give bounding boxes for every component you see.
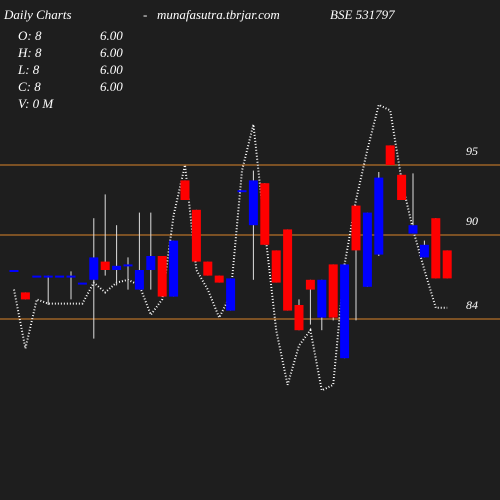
candle-body xyxy=(100,261,110,270)
y-tick-label: 84 xyxy=(466,298,478,312)
candle-body xyxy=(385,145,395,165)
candle-body xyxy=(157,256,167,297)
candle-body xyxy=(351,205,361,251)
candle-body xyxy=(237,190,247,193)
candle-body xyxy=(9,270,19,272)
candle-body xyxy=(294,305,304,331)
candle-body xyxy=(271,250,281,283)
info-text: 6.00 xyxy=(100,28,123,43)
chart-title: Daily Charts xyxy=(3,7,72,22)
candle-body xyxy=(374,177,384,255)
candle-body xyxy=(248,180,258,226)
candle-body xyxy=(89,257,99,280)
candle-body xyxy=(226,278,236,311)
info-text: C: 8 xyxy=(18,79,41,94)
candle-body xyxy=(169,240,179,297)
candle-body xyxy=(408,225,418,234)
candle-body xyxy=(20,292,30,300)
info-text: 6.00 xyxy=(100,62,123,77)
candle-body xyxy=(146,256,156,270)
chart-title: munafasutra.tbrjar.com xyxy=(157,7,280,22)
candle-body xyxy=(180,180,190,200)
candle-body xyxy=(328,264,338,318)
info-text: 6.00 xyxy=(100,45,123,60)
chart-title: BSE 531797 xyxy=(330,7,395,22)
candle-body xyxy=(419,244,429,258)
candle-body xyxy=(214,275,224,283)
info-text: V: 0 M xyxy=(18,96,54,111)
candle-body xyxy=(112,265,122,270)
candle-body xyxy=(431,218,441,279)
candle-body xyxy=(340,264,350,359)
info-text: H: 8 xyxy=(17,45,42,60)
candle-body xyxy=(442,250,452,279)
candle-body xyxy=(305,279,315,290)
candle-body xyxy=(362,212,372,287)
candle-body xyxy=(397,174,407,200)
candle-body xyxy=(77,282,87,285)
candle-body xyxy=(191,209,201,262)
info-text: L: 8 xyxy=(17,62,40,77)
candle-body xyxy=(66,275,76,278)
candle-body xyxy=(43,275,53,278)
y-tick-label: 95 xyxy=(466,144,478,158)
candle-body xyxy=(317,279,327,318)
candle-body xyxy=(203,261,213,276)
candle-body xyxy=(260,183,270,245)
candle-body xyxy=(123,264,133,267)
candle-body xyxy=(55,275,65,278)
candle-body xyxy=(32,275,42,278)
chart-title: - xyxy=(143,7,147,22)
info-text: O: 8 xyxy=(18,28,42,43)
candle-body xyxy=(134,270,144,290)
y-tick-label: 90 xyxy=(466,214,478,228)
info-text: 6.00 xyxy=(100,79,123,94)
candle-body xyxy=(283,229,293,311)
